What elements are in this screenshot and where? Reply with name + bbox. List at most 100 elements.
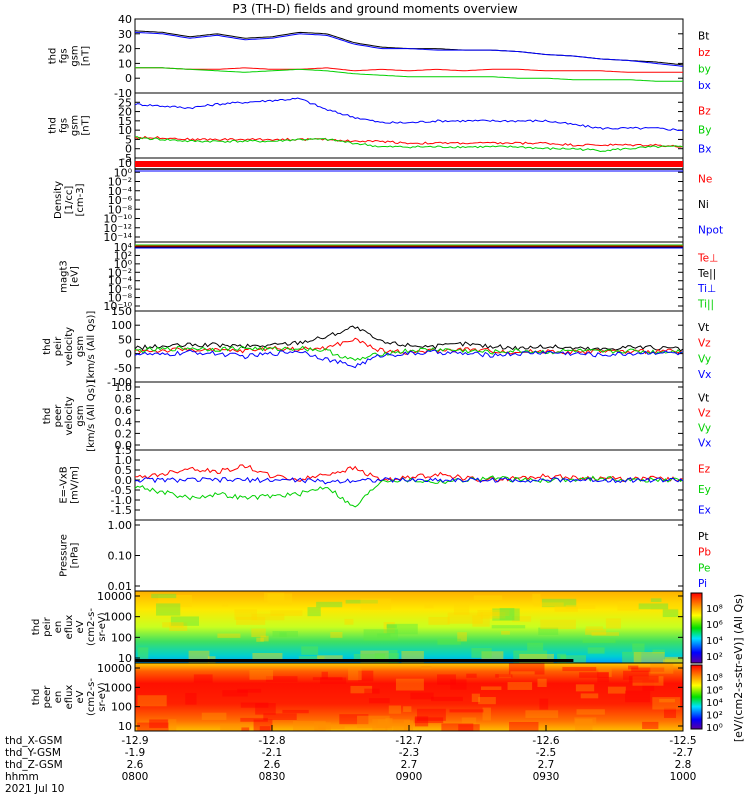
y-axis-label: thd	[42, 338, 53, 355]
spectrogram-patch	[249, 670, 273, 680]
y-axis-label: en	[53, 691, 64, 704]
y-axis-label: gsm	[75, 336, 86, 357]
panel-pressure: 1.000.100.01Pressure [nPa]PtPbPePi	[59, 519, 712, 593]
spectrogram-patch	[431, 697, 463, 701]
spectrogram-patch	[194, 674, 213, 682]
spectrogram-patch	[562, 667, 596, 671]
panel-fgs_gsm: 2520151050-5thd fgs gsm [nT]BzByBx	[48, 93, 712, 165]
spectrogram-patch	[508, 682, 533, 690]
y-axis-label: sr-eV)	[97, 612, 108, 641]
spectrogram-patch	[385, 718, 392, 730]
y-tick-label: 0	[125, 72, 132, 85]
spectrogram-patch	[449, 709, 483, 712]
spectrogram-patch	[576, 684, 594, 691]
y-axis-label: peer	[42, 685, 53, 709]
legend-entry-Npot: Npot	[698, 224, 723, 236]
spectrogram-patch	[472, 694, 480, 702]
spectrogram-patch	[634, 652, 665, 662]
colorbar-bottom	[691, 665, 702, 729]
spectrogram-patch	[539, 699, 548, 710]
spectrogram-patch	[581, 693, 599, 698]
x-axis-value: 1000	[670, 771, 697, 783]
spectrogram-patch	[663, 609, 679, 617]
spectrogram-patch	[162, 622, 183, 627]
spectrogram-patch	[151, 594, 176, 598]
y-axis-label: sr-eV)	[97, 682, 108, 711]
spectrogram-patch	[222, 602, 229, 606]
spectrogram-patch	[185, 693, 196, 705]
spectrogram-patch	[149, 719, 168, 728]
y-axis-label: [nPa]	[70, 542, 81, 568]
spectrogram-patch	[574, 717, 596, 724]
panel-frame	[135, 242, 683, 311]
colorbar-tick-label: 10⁴	[706, 636, 723, 647]
series-line-bz	[135, 68, 683, 73]
spectrogram-patch	[308, 607, 321, 616]
x-axis-value: -1.9	[125, 747, 146, 759]
y-axis-label: eV	[75, 690, 86, 703]
y-tick-label: 150	[111, 305, 132, 318]
spectrogram-patch	[525, 710, 558, 718]
spectrogram-patch	[301, 646, 318, 654]
spectrogram-patch	[272, 631, 297, 637]
x-axis-value: 2.7	[401, 759, 418, 771]
legend-entry-Te⊥: Te⊥	[697, 253, 718, 265]
x-axis-row-label: 2021 Jul 10	[5, 783, 64, 795]
y-tick-label: 0.10	[108, 550, 133, 563]
x-axis-value: -12.8	[258, 735, 285, 747]
spectrogram-patch	[606, 618, 621, 628]
y-axis-label: thd	[42, 408, 53, 425]
spectrogram-patch	[396, 679, 424, 691]
colorbar-ticks: 10⁸10⁶10⁴10²10⁸10⁶10⁴10²10⁰	[706, 604, 723, 734]
y-axis-label: [1/cc]	[64, 186, 75, 215]
legend-entry-Ti⊥: Ti⊥	[697, 283, 716, 295]
colorbar-label: [eV/(cm2-s-str-eV)] (All Qs)	[732, 594, 745, 742]
y-axis-label: thd	[48, 117, 59, 134]
x-axis-value: 2.8	[675, 759, 692, 771]
spectrogram-patch	[369, 698, 390, 703]
x-axis-value: 0830	[259, 771, 286, 783]
spectrogram-patch	[639, 603, 668, 609]
spectrogram-patch	[642, 722, 658, 729]
spectrogram-patch	[282, 710, 308, 713]
spectrogram-patch	[588, 647, 605, 653]
y-axis-label: eV	[75, 620, 86, 633]
y-tick-label: -50	[114, 362, 132, 375]
spectrogram-patch	[632, 643, 644, 652]
panel-density: 10⁲10⁰10⁻²10⁻⁴10⁻⁶10⁻⁸10⁻¹⁰10⁻¹²10⁻¹⁴Den…	[53, 157, 723, 244]
spectrogram-patch	[237, 689, 261, 693]
y-axis-label: Density	[53, 181, 64, 219]
legend-entry-Te||: Te||	[697, 268, 716, 280]
spectrogram-patch	[500, 608, 515, 620]
legend-entry-Vy: Vy	[698, 423, 711, 435]
x-axis-row-label: thd_Y-GSM	[5, 747, 61, 759]
x-axis-value: -2.3	[399, 747, 420, 759]
spectrogram-patch	[597, 672, 609, 682]
x-axis-value: 0930	[533, 771, 560, 783]
legend-entry-Pb: Pb	[698, 547, 711, 559]
panel-peir_v: 15010050 0-50-100 thd peir velocity gsm [km/s …	[42, 305, 711, 389]
y-tick-label: 10	[118, 57, 132, 70]
x-axis-row-label: thd_X-GSM	[5, 735, 62, 747]
x-axis-row-label: thd_Z-GSM	[5, 759, 63, 771]
spectrogram-patch	[217, 634, 240, 638]
panel-group: 403020100-10thd fgs gsm [nT]Btbzbybx2520151…	[31, 13, 723, 733]
spectrogram-patch	[254, 720, 273, 731]
y-tick-label: 40	[118, 13, 132, 26]
spectrogram-patch	[424, 604, 433, 608]
spectrogram-patch	[617, 601, 639, 611]
panel-frame	[135, 93, 683, 158]
spectrogram-patch	[625, 691, 650, 703]
panel-fgs: 403020100-10thd fgs gsm [nT]Btbzbybx	[48, 13, 711, 100]
colorbar-bottom-scale	[691, 665, 702, 729]
series-line-Bx	[135, 98, 683, 131]
spectrogram-patch	[417, 709, 446, 721]
legend-entry-by: by	[698, 63, 711, 75]
x-axis-value: -2.7	[673, 747, 694, 759]
y-axis-label: velocity	[64, 327, 75, 366]
series-line-by	[135, 68, 683, 81]
spectrogram-patch	[389, 706, 401, 714]
legend-entry-Ez: Ez	[698, 463, 711, 475]
y-axis-label: eflux	[64, 615, 75, 640]
